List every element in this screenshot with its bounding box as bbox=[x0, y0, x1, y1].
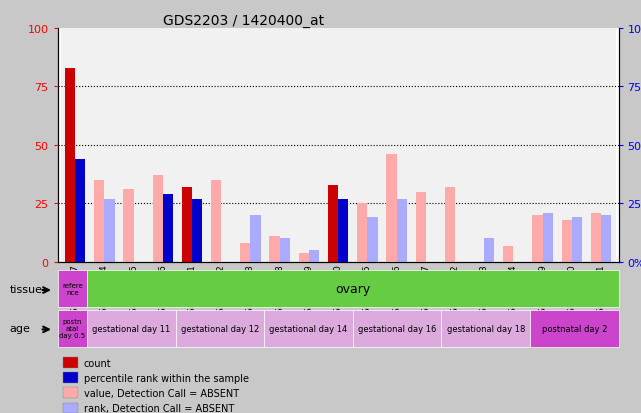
Bar bbox=[240, 244, 251, 262]
Bar bbox=[63, 403, 78, 413]
Text: tissue: tissue bbox=[10, 284, 42, 294]
Text: gestational day 18: gestational day 18 bbox=[447, 324, 525, 333]
Bar bbox=[557, 29, 587, 262]
Text: gestational day 16: gestational day 16 bbox=[358, 324, 437, 333]
Text: ovary: ovary bbox=[335, 282, 370, 296]
Bar bbox=[572, 218, 582, 262]
Bar bbox=[211, 180, 221, 262]
Bar bbox=[328, 185, 338, 262]
Bar bbox=[279, 239, 290, 262]
Text: percentile rank within the sample: percentile rank within the sample bbox=[83, 373, 249, 383]
Text: rank, Detection Call = ABSENT: rank, Detection Call = ABSENT bbox=[83, 403, 234, 413]
Bar bbox=[528, 29, 557, 262]
Bar bbox=[382, 29, 411, 262]
Text: gestational day 14: gestational day 14 bbox=[269, 324, 347, 333]
Text: age: age bbox=[10, 323, 31, 333]
Text: postnatal day 2: postnatal day 2 bbox=[542, 324, 607, 333]
Bar bbox=[591, 213, 601, 262]
Bar bbox=[309, 251, 319, 262]
Bar bbox=[499, 29, 528, 262]
Bar bbox=[440, 29, 470, 262]
Bar bbox=[58, 310, 87, 347]
Bar bbox=[484, 239, 494, 262]
Bar bbox=[353, 29, 382, 262]
Bar bbox=[357, 204, 367, 262]
Bar bbox=[503, 246, 513, 262]
Bar bbox=[587, 29, 615, 262]
Bar bbox=[299, 253, 309, 262]
Text: gestational day 12: gestational day 12 bbox=[181, 324, 259, 333]
Bar bbox=[124, 190, 133, 262]
Bar bbox=[338, 199, 348, 262]
Bar bbox=[533, 216, 543, 262]
Bar bbox=[415, 192, 426, 262]
Text: count: count bbox=[83, 358, 112, 368]
Bar bbox=[90, 29, 119, 262]
Bar bbox=[601, 216, 612, 262]
Bar bbox=[192, 199, 203, 262]
Bar bbox=[61, 29, 90, 262]
Bar bbox=[75, 159, 85, 262]
Bar bbox=[269, 237, 279, 262]
Bar bbox=[324, 29, 353, 262]
Bar bbox=[178, 29, 206, 262]
Bar bbox=[543, 213, 553, 262]
Bar bbox=[367, 218, 378, 262]
Bar bbox=[153, 176, 163, 262]
Bar bbox=[176, 310, 264, 347]
Bar bbox=[87, 310, 176, 347]
Bar bbox=[264, 310, 353, 347]
Text: postn
atal
day 0.5: postn atal day 0.5 bbox=[60, 318, 85, 338]
Bar bbox=[397, 199, 407, 262]
Bar bbox=[265, 29, 294, 262]
Bar bbox=[387, 155, 397, 262]
Bar bbox=[182, 188, 192, 262]
Text: gestational day 11: gestational day 11 bbox=[92, 324, 171, 333]
Bar bbox=[63, 358, 78, 368]
Bar bbox=[63, 387, 78, 398]
Bar bbox=[94, 180, 104, 262]
Bar bbox=[411, 29, 440, 262]
Bar bbox=[442, 310, 530, 347]
Bar bbox=[251, 216, 261, 262]
Text: refere
nce: refere nce bbox=[62, 282, 83, 296]
Bar bbox=[163, 195, 173, 262]
Bar bbox=[65, 69, 75, 262]
Bar bbox=[294, 29, 324, 262]
Bar bbox=[206, 29, 236, 262]
Bar bbox=[353, 310, 442, 347]
Bar bbox=[562, 220, 572, 262]
Bar bbox=[58, 271, 87, 308]
Bar bbox=[148, 29, 178, 262]
Bar bbox=[236, 29, 265, 262]
Bar bbox=[530, 310, 619, 347]
Text: GDS2203 / 1420400_at: GDS2203 / 1420400_at bbox=[163, 14, 324, 28]
Bar bbox=[119, 29, 148, 262]
Bar bbox=[445, 188, 455, 262]
Bar bbox=[470, 29, 499, 262]
Bar bbox=[63, 373, 78, 383]
Bar bbox=[104, 199, 115, 262]
Text: value, Detection Call = ABSENT: value, Detection Call = ABSENT bbox=[83, 388, 239, 398]
